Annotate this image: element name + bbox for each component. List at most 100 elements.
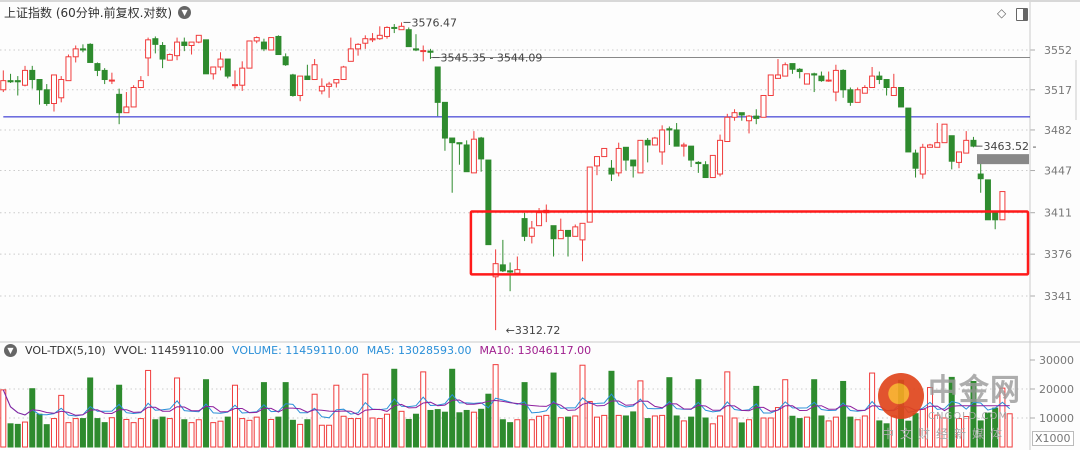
watermark-logo-icon [878, 373, 924, 419]
candle [137, 76, 144, 88]
candle-body [231, 84, 238, 87]
volume-bar [101, 422, 108, 448]
volume-bar [550, 372, 557, 448]
candle [50, 74, 57, 112]
volume-bar [14, 423, 21, 448]
candle-body [58, 79, 65, 99]
volume-bar [861, 415, 868, 448]
candle [782, 62, 789, 77]
volume-bar [746, 419, 753, 448]
volume-bar [695, 379, 702, 448]
candle-body [94, 63, 101, 71]
volume-bar [963, 416, 970, 448]
candle-body [14, 80, 21, 83]
candle [861, 85, 868, 94]
volume-bar [709, 423, 716, 448]
chevron-down-icon[interactable]: ▼ [178, 6, 192, 19]
y-tick-label: 3341 [1044, 290, 1072, 303]
volume-bar [470, 411, 477, 448]
candle [470, 131, 477, 174]
volume-bar [608, 370, 615, 448]
candle [79, 44, 86, 53]
candle-body [340, 66, 347, 81]
candle-body [311, 64, 318, 81]
volume-bar [65, 422, 72, 448]
volume-bar [840, 380, 847, 448]
candle [412, 34, 419, 52]
candle [557, 218, 564, 240]
volume-bar [789, 415, 796, 448]
volume-bar [79, 418, 86, 448]
candle [152, 36, 159, 54]
candle [572, 224, 579, 237]
candle-body [391, 26, 398, 29]
volume-bar [832, 416, 839, 448]
volume-bar [456, 412, 463, 448]
volume-bar [507, 422, 514, 448]
candle [36, 79, 43, 105]
volume-bar [188, 422, 195, 448]
watermark-subtitle: 中文财经新媒体 [882, 427, 1009, 441]
volume-bar [869, 372, 876, 448]
candle [441, 101, 448, 151]
panel-icon[interactable] [1016, 8, 1028, 21]
volume-bar [50, 418, 57, 448]
volume-bar [565, 416, 572, 448]
candle-body [297, 75, 304, 96]
candle [586, 166, 593, 223]
candle-body [217, 58, 224, 68]
candle [955, 151, 962, 169]
volume-bar [246, 419, 253, 448]
candle-body [832, 69, 839, 93]
volume-bar [195, 419, 202, 448]
volume-bar [999, 387, 1006, 448]
candle-body [579, 222, 586, 241]
volume-bar [275, 416, 282, 448]
volume-bar [340, 415, 347, 448]
candle-body [123, 106, 130, 114]
candle-body [224, 58, 231, 77]
candle [543, 204, 550, 223]
candle-body [803, 73, 810, 85]
candle-body [246, 40, 253, 69]
candle-body [890, 86, 897, 96]
candle [217, 52, 224, 71]
candle [456, 142, 463, 165]
candle [492, 249, 499, 331]
volume-bar [948, 376, 955, 448]
candle-body [934, 142, 941, 148]
chevron-down-icon[interactable]: ▼ [4, 344, 17, 357]
candle-body [992, 212, 999, 221]
volume-bar [333, 384, 340, 448]
candle [224, 58, 231, 79]
candle [94, 62, 101, 77]
candle-body [449, 137, 456, 144]
candle-body [811, 73, 818, 76]
candle-body [369, 38, 376, 41]
vvol-value: VVOL: 11459110.00 [113, 344, 225, 357]
volume-bar [782, 379, 789, 448]
candle [717, 134, 724, 177]
volume-bar [760, 417, 767, 448]
candle-body [275, 35, 282, 56]
candle [130, 85, 137, 108]
candle-body [137, 80, 144, 88]
candle [774, 59, 781, 79]
candle [919, 143, 926, 179]
candle [58, 76, 65, 103]
candle-body [282, 56, 289, 66]
candle [999, 191, 1006, 221]
diamond-icon[interactable]: ◇ [997, 6, 1007, 20]
candle-body [499, 264, 506, 272]
volume-bar [644, 418, 651, 448]
volume-bar [369, 417, 376, 448]
candle-body [116, 93, 123, 114]
ma5-value: MA5: 13028593.00 [366, 344, 472, 357]
candle-body [427, 50, 434, 53]
candle [7, 73, 14, 83]
volume-header: ▼ VOL-TDX(5,10) VVOL: 11459110.00 VOLUME… [4, 344, 591, 357]
candle-body [376, 34, 383, 40]
candle [601, 147, 608, 158]
